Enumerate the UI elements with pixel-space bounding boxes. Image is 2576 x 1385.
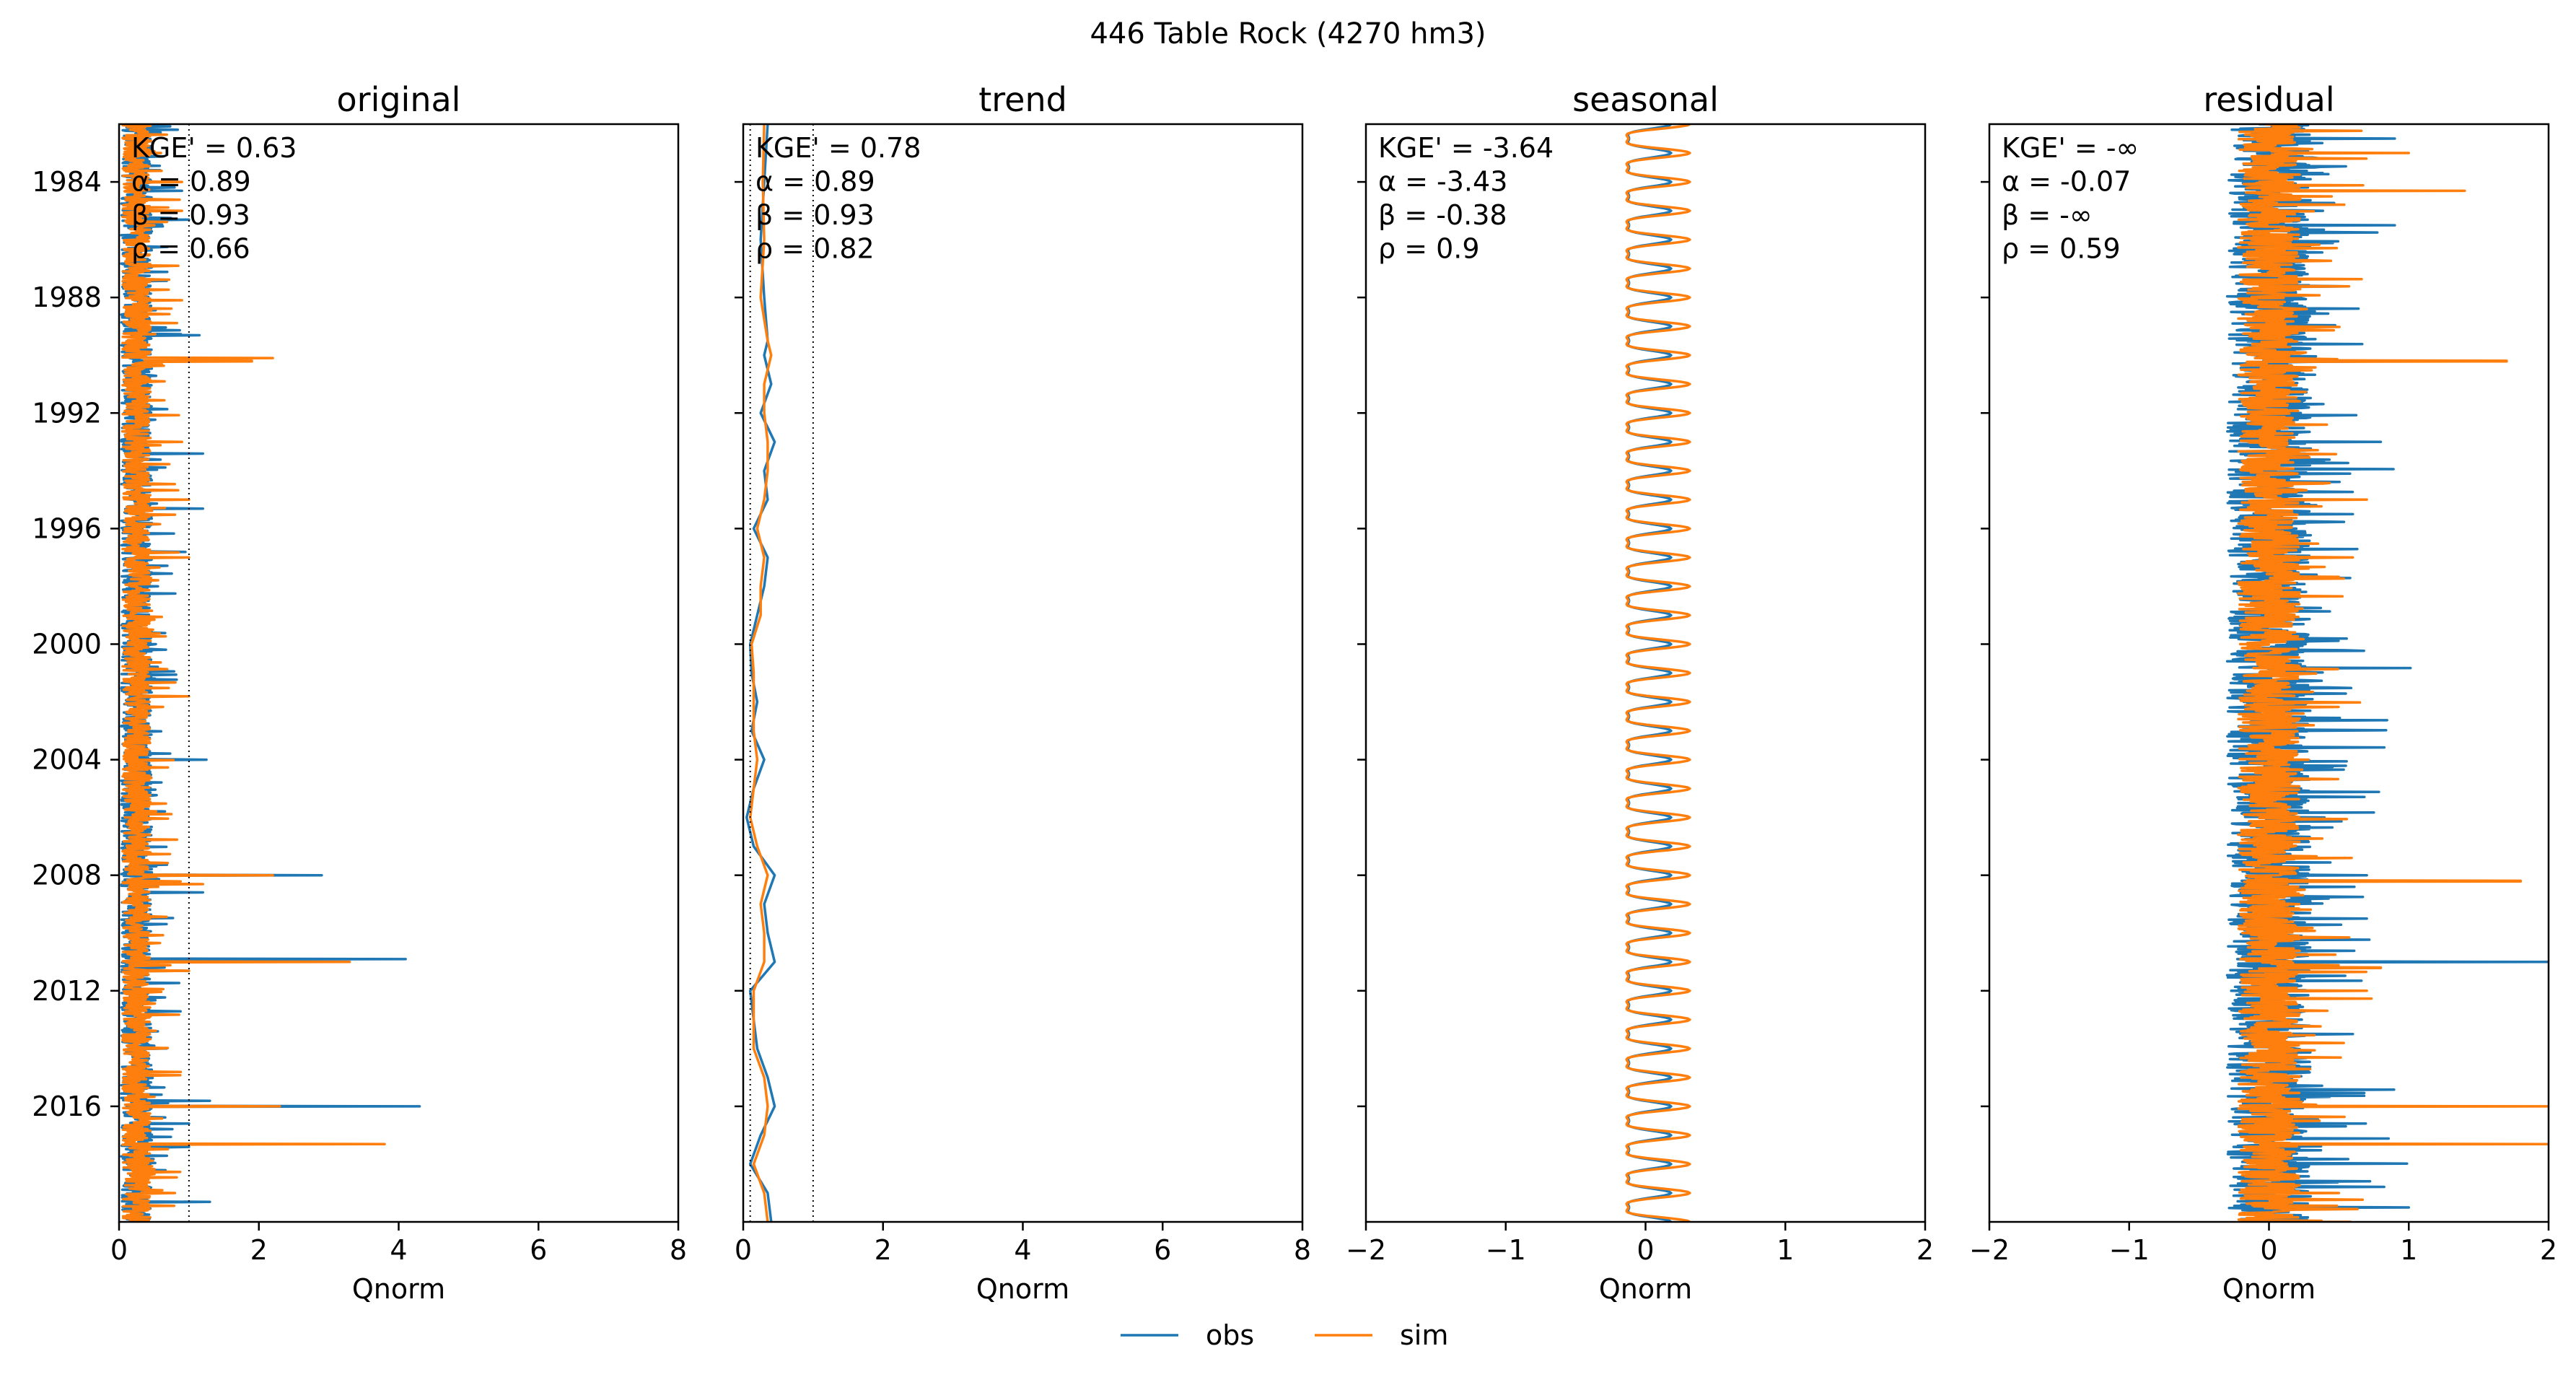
stat-line: α = 0.89 [755,166,875,198]
legend: obs sim [1121,1319,1448,1351]
stat-line: β = 0.93 [755,199,875,231]
x-tick-label: 0 [2260,1234,2277,1266]
stat-line: KGE' = -∞ [2002,132,2139,164]
stat-line: KGE' = 0.63 [131,132,297,164]
stat-line: ρ = 0.9 [1378,233,1480,265]
x-tick-label: 0 [110,1234,128,1266]
stat-line: β = 0.93 [131,199,250,231]
stat-line: α = -3.43 [1378,166,1507,198]
stat-line: ρ = 0.66 [131,233,250,265]
y-tick-label: 2008 [32,860,102,891]
x-tick-label: 2 [875,1234,892,1266]
x-axis-label: Qnorm [1599,1273,1692,1305]
plot-area [120,124,421,1222]
panel-title: trend [978,80,1067,119]
panel-title: original [337,80,461,119]
series-line-sim [121,124,386,1222]
panel-original: original 0 2 4 6 8 1984 1988 1992 1996 2000 2004 200… [32,80,687,1305]
panel-seasonal: seasonal −2 −1 0 1 2 Qnorm KGE' = -3.64α = -3.4… [1346,80,1934,1305]
stat-line: KGE' = -3.64 [1378,132,1554,164]
x-axis-label: Qnorm [976,1273,1069,1305]
panel-title: residual [2203,80,2334,119]
series-line-sim [1625,124,1691,1222]
x-tick-label: 1 [2400,1234,2417,1266]
plot-area [745,124,814,1222]
axes-frame [1364,123,1927,1223]
x-tick-label: −1 [2109,1234,2150,1266]
x-tick-label: −1 [1486,1234,1526,1266]
stat-line: β = -0.38 [1378,199,1507,231]
x-tick-label: 6 [530,1234,547,1266]
x-tick-label: 2 [1916,1234,1934,1266]
axes-frame [742,123,1304,1223]
stat-line: ρ = 0.59 [2002,233,2121,265]
x-tick-label: 0 [735,1234,752,1266]
plot-area [2225,124,2549,1222]
x-tick-label: 4 [1014,1234,1031,1266]
legend-label-sim: sim [1400,1319,1448,1351]
axes-frame [118,123,680,1223]
y-tick-label: 1996 [32,512,102,544]
plot-area [1625,124,1691,1222]
x-tick-label: 2 [2540,1234,2557,1266]
x-tick-label: 8 [1294,1234,1311,1266]
series-line-sim [2237,124,2549,1222]
x-tick-label: −2 [1969,1234,2010,1266]
x-axis-label: Qnorm [352,1273,445,1305]
y-tick-label: 2012 [32,975,102,1007]
x-tick-label: 2 [250,1234,268,1266]
y-tick-label: 1988 [32,281,102,313]
legend-label-obs: obs [1206,1319,1254,1351]
stat-line: ρ = 0.82 [755,233,875,265]
panel-residual: residual −2 −1 0 1 2 Qnorm KGE' = -∞α = -0.07β … [1969,80,2557,1305]
y-tick-label: 2016 [32,1091,102,1122]
x-axis-label: Qnorm [2222,1273,2316,1305]
panel-title: seasonal [1572,80,1719,119]
y-tick-label: 1984 [32,166,102,198]
x-tick-label: −2 [1346,1234,1386,1266]
stat-line: KGE' = 0.78 [755,132,921,164]
x-tick-label: 0 [1637,1234,1654,1266]
x-tick-label: 6 [1154,1234,1171,1266]
figure-suptitle: 446 Table Rock (4270 hm3) [1090,17,1486,51]
stat-line: α = 0.89 [131,166,251,198]
panel-trend: trend 0 2 4 6 8 Qnorm KGE' = 0.78α = 0.89β = 0.… [735,80,1311,1305]
y-tick-label: 2000 [32,628,102,660]
stat-line: α = -0.07 [2002,166,2131,198]
y-tick-label: 1992 [32,397,102,429]
x-tick-label: 1 [1777,1234,1794,1266]
x-tick-label: 8 [670,1234,687,1266]
x-tick-label: 4 [390,1234,407,1266]
y-tick-label: 2004 [32,744,102,776]
stat-line: β = -∞ [2002,199,2093,231]
series-line-sim [748,124,773,1222]
